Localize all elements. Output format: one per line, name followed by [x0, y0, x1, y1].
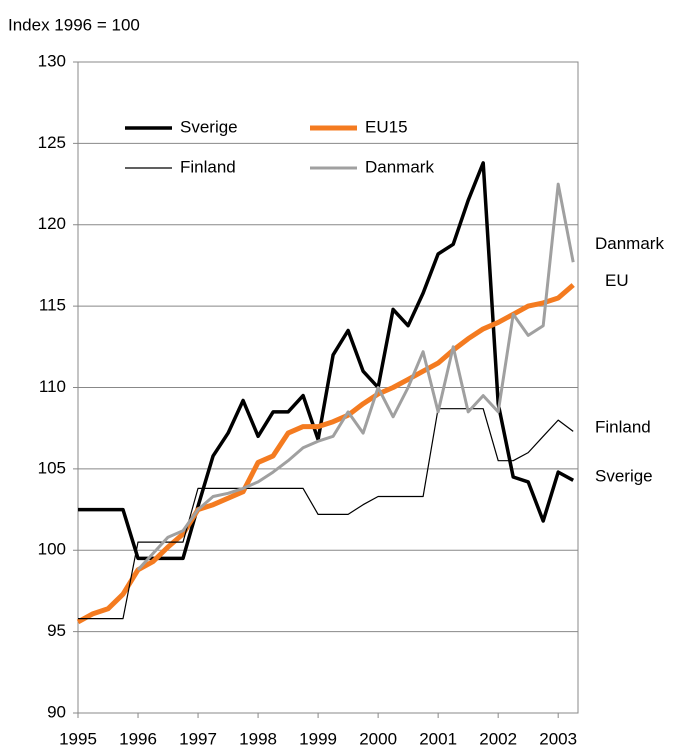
series-line — [78, 408, 574, 620]
y-tick-label: 105 — [38, 458, 66, 477]
legend-label: Sverige — [180, 117, 238, 136]
y-axis-label: Index 1996 = 100 — [8, 15, 140, 34]
series-line — [136, 182, 575, 571]
end-label: Finland — [595, 418, 651, 437]
legend-label: EU15 — [365, 117, 408, 136]
y-tick-label: 95 — [47, 621, 66, 640]
legend-label: Finland — [180, 157, 236, 176]
x-tick-label: 2001 — [419, 729, 457, 748]
x-tick-label: 2003 — [539, 729, 577, 748]
y-tick-label: 90 — [47, 702, 66, 721]
x-tick-label: 1999 — [299, 729, 337, 748]
y-tick-label: 100 — [38, 540, 66, 559]
x-tick-label: 1995 — [59, 729, 97, 748]
y-tick-label: 110 — [39, 377, 66, 396]
y-tick-label: 120 — [38, 214, 66, 233]
end-label: Danmark — [595, 234, 664, 253]
y-tick-label: 115 — [39, 296, 66, 315]
y-tick-label: 125 — [38, 133, 66, 152]
x-tick-label: 1998 — [239, 729, 277, 748]
y-tick-label: 130 — [38, 51, 66, 70]
x-tick-label: 2002 — [479, 729, 517, 748]
series-line — [76, 283, 575, 625]
end-label: EU — [605, 271, 629, 290]
legend-label: Danmark — [365, 157, 434, 176]
x-tick-label: 1996 — [119, 729, 157, 748]
series-line — [78, 161, 575, 561]
end-label: Sverige — [595, 466, 653, 485]
x-tick-label: 2000 — [359, 729, 397, 748]
x-tick-label: 1997 — [179, 729, 217, 748]
